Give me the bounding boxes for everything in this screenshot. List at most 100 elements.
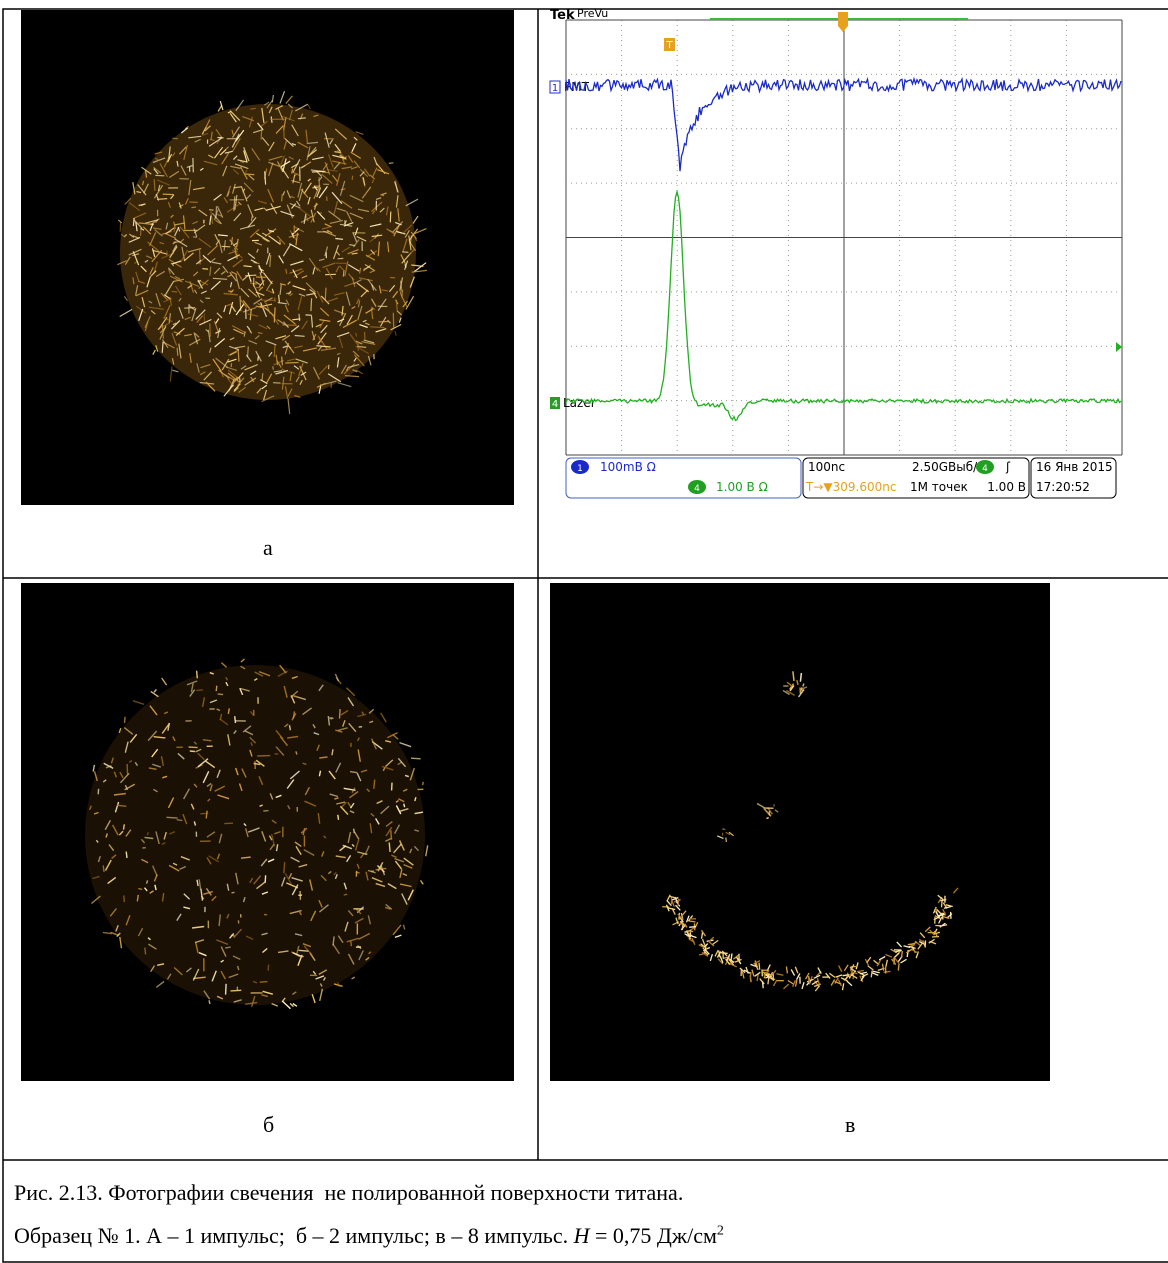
speck	[191, 207, 196, 208]
speck	[797, 680, 798, 685]
speck	[268, 965, 269, 971]
time: 17:20:52	[1036, 480, 1090, 494]
speck	[942, 900, 943, 907]
panel-label: в	[845, 1112, 855, 1138]
table-frame: T Tek PreVu 1 PMT 4 Lazer 1 100mB Ω 4 1.…	[0, 0, 1168, 1263]
trigger-position: T→▼309.600nс	[805, 480, 896, 494]
superscript: 2	[717, 1224, 724, 1239]
ch1-badge: 1	[577, 464, 583, 474]
caption-text: Образец № 1. А – 1 импульс; б – 2 импуль…	[14, 1223, 574, 1248]
speck	[127, 764, 128, 775]
speck	[163, 194, 174, 195]
speck	[726, 838, 727, 843]
speck	[231, 363, 232, 367]
record-length: 1M точек	[910, 480, 968, 494]
speck	[119, 794, 125, 795]
speck	[284, 862, 285, 873]
speck	[331, 383, 332, 388]
sample-rate: 2.50GВыб/с	[912, 460, 984, 474]
speck	[325, 288, 326, 300]
speck	[374, 780, 375, 789]
speck	[209, 1000, 210, 1004]
speck	[218, 694, 224, 695]
speck	[284, 127, 285, 139]
speck	[686, 931, 693, 932]
speck	[356, 872, 360, 873]
speck	[296, 751, 297, 754]
date: 16 Янв 2015	[1036, 460, 1113, 474]
speck	[177, 820, 183, 821]
trigger-slope: ʃ	[1005, 460, 1011, 474]
speck	[126, 852, 127, 858]
speck	[411, 758, 421, 759]
speck	[137, 895, 138, 902]
speck	[262, 373, 263, 380]
speck	[167, 817, 178, 818]
speck	[196, 690, 203, 691]
speck	[167, 251, 168, 256]
caption-line: Образец № 1. А – 1 импульс; б – 2 импуль…	[14, 1223, 724, 1249]
ch1-marker: 1	[552, 83, 558, 94]
speck	[295, 336, 305, 337]
speck	[232, 892, 235, 893]
oscilloscope-screen: T Tek PreVu 1 PMT 4 Lazer 1 100mB Ω 4 1.…	[550, 7, 1122, 498]
speck	[766, 818, 768, 819]
speck	[299, 950, 309, 951]
ch4-scale: 1.00 B Ω	[716, 480, 768, 494]
speck	[147, 832, 148, 835]
glow	[85, 665, 425, 1005]
panel-label: а	[263, 535, 273, 561]
brand: Tek	[550, 8, 575, 23]
speck	[124, 824, 125, 829]
caption-line: Рис. 2.13. Фотографии свечения не полиро…	[14, 1180, 683, 1206]
speck	[200, 813, 208, 814]
panel-label: б	[263, 1112, 274, 1138]
speck	[335, 239, 343, 240]
speck	[154, 179, 155, 191]
speck	[189, 747, 198, 748]
speck	[689, 927, 696, 928]
speck	[902, 951, 903, 958]
speck	[402, 252, 408, 253]
speck	[721, 953, 728, 954]
speck	[898, 964, 899, 971]
trigger-marker: T	[665, 40, 673, 51]
speck	[282, 194, 283, 201]
speck	[273, 383, 281, 384]
speck	[228, 708, 229, 714]
speck	[299, 314, 300, 321]
speck	[352, 253, 358, 254]
mode: PreVu	[577, 7, 608, 20]
speck	[322, 172, 329, 173]
speck	[145, 948, 146, 955]
speck	[206, 811, 207, 819]
speck	[172, 291, 178, 292]
speck	[389, 163, 394, 164]
speck	[319, 757, 327, 758]
speck	[282, 357, 283, 366]
speck	[225, 947, 231, 948]
symbol: H	[574, 1223, 590, 1248]
speck	[894, 958, 895, 965]
speck	[228, 291, 233, 292]
speck	[759, 963, 760, 970]
speck	[226, 984, 227, 995]
speck	[184, 308, 195, 309]
speck	[261, 129, 262, 140]
speck	[423, 782, 424, 785]
caption-text: = 0,75 Дж/см	[589, 1223, 716, 1248]
ch4-badge: 4	[694, 484, 700, 494]
ch4-name: Lazer	[563, 396, 596, 410]
ch4-marker: 4	[552, 399, 558, 410]
speck	[260, 982, 268, 983]
speck	[231, 990, 242, 991]
speck	[370, 327, 384, 328]
ch1-scale: 100mB Ω	[600, 460, 656, 474]
speck	[103, 866, 104, 872]
speck	[338, 815, 339, 820]
speck	[273, 366, 274, 370]
speck	[298, 118, 306, 119]
speck	[286, 293, 291, 294]
speck	[390, 212, 391, 223]
speck	[245, 174, 255, 175]
